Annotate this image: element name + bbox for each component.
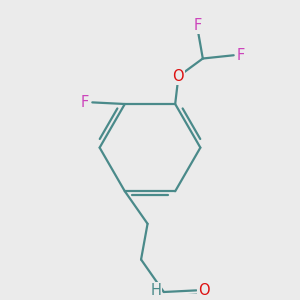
Text: F: F [194,17,202,32]
Text: O: O [199,283,210,298]
Text: F: F [81,95,89,110]
Text: O: O [172,69,184,84]
Text: H: H [150,283,161,298]
Text: F: F [237,48,245,63]
